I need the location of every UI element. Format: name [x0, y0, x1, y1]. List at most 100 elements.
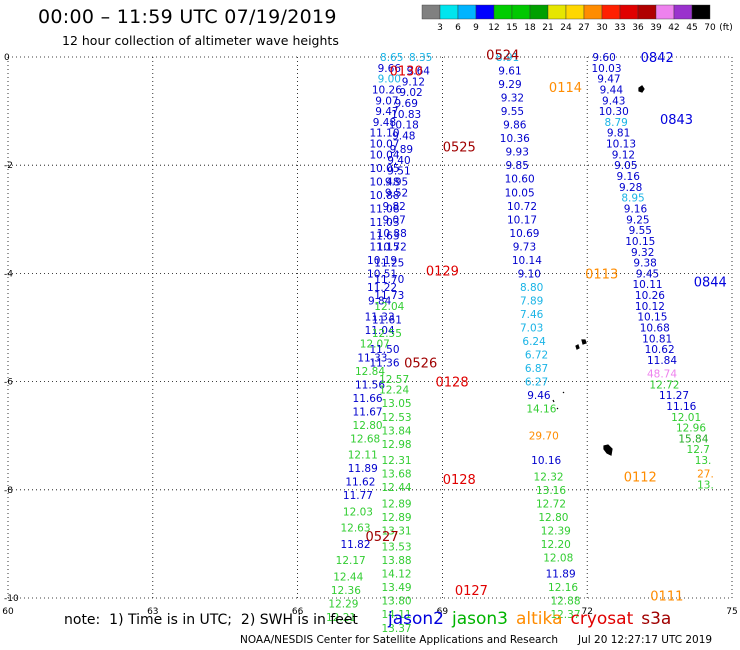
wave-height-value: 10.51: [367, 268, 397, 280]
colorbar-label: 9: [473, 23, 479, 33]
wave-height-value: 10.15: [637, 312, 667, 324]
track-label: 0127: [455, 584, 488, 599]
wave-height-value: 9.43: [602, 95, 625, 107]
colorbar-swatch: [583, 4, 603, 20]
wave-height-value: 9.12: [402, 76, 425, 88]
track-label: 0526: [404, 357, 437, 372]
wave-height-value: 9.51: [387, 166, 410, 178]
wave-height-value: 10.72: [377, 241, 407, 253]
wave-height-value: 11.08: [369, 203, 399, 215]
y-tick-label: -10: [4, 594, 19, 604]
wave-height-value: 11.50: [369, 344, 399, 356]
wave-height-value: 10.30: [599, 106, 629, 118]
x-tick-label: 72: [581, 607, 592, 617]
wave-height-value: 10.48: [369, 176, 399, 188]
colorbar-label: 36: [632, 23, 644, 33]
wave-height-value: 10.69: [509, 228, 539, 240]
wave-height-value: 11.61: [372, 314, 402, 326]
colorbar-swatch: [637, 4, 657, 20]
track-label: 0525: [443, 140, 476, 155]
wave-height-value: 11.56: [355, 379, 385, 391]
wave-height-value: 11.33: [365, 312, 395, 324]
wave-height-value: 48.74: [647, 368, 677, 380]
wave-height-value: 9.38: [633, 258, 656, 270]
wave-height-value: 9.81: [607, 128, 630, 140]
wave-height-value: 12.16: [548, 582, 578, 594]
x-tick-label: 66: [292, 607, 304, 617]
track-label: 0527: [366, 530, 399, 545]
x-tick-label: 75: [726, 607, 737, 617]
wave-height-value: 11.27: [659, 390, 689, 402]
legend-entry: s3a: [641, 609, 672, 629]
wave-height-value: 13.: [697, 479, 714, 491]
wave-height-value: 12.44: [382, 482, 412, 494]
colorbar-swatch: [493, 4, 513, 20]
wave-height-value: 9.47: [375, 106, 398, 118]
x-tick-label: 69: [437, 607, 449, 617]
wave-height-value: 12.21: [326, 612, 356, 624]
wave-height-value: 11.15: [369, 241, 399, 253]
wave-height-value: 11.36: [369, 358, 399, 370]
colorbar-legend: 3 6 9 12 15 18 21 24 27 30 33 36 39 42 45 70 (ft): [421, 4, 733, 33]
wave-height-value: 9.84: [368, 295, 392, 307]
track-label: 0842: [641, 51, 674, 66]
wave-height-value: 10.18: [389, 120, 419, 132]
wave-height-value: 13.37: [382, 623, 412, 635]
credits-footer: NOAA/NESDIS Center for Satellite Applica…: [240, 634, 713, 646]
wave-height-value: 11.25: [374, 258, 404, 270]
track-label: 0111: [650, 589, 683, 604]
wave-height-value: 9.10: [518, 268, 541, 280]
wave-height-value: 12.68: [350, 433, 380, 445]
wave-height-value: 9.16: [624, 203, 648, 215]
wave-height-value: 14.16: [526, 404, 556, 416]
wave-height-value: 9.55: [629, 225, 652, 237]
wave-height-value: 10.03: [591, 63, 621, 75]
wave-height-value: 9.00: [378, 74, 401, 86]
wave-height-value: 10.04: [369, 149, 399, 161]
track-label: 0130: [390, 65, 423, 80]
wave-height-value: 27.: [697, 469, 714, 481]
units-note: note: 1) Time is in UTC; 2) SWH is in fe…: [64, 612, 358, 628]
track-labels: 0524 0130 0114 0842 0843 0525 0129 0113 0844 0526…: [366, 48, 727, 604]
wave-height-value: 12.04: [374, 301, 404, 313]
track-label: 0113: [585, 267, 618, 282]
island-outlines: [552, 85, 645, 456]
wave-height-value: 12.20: [541, 539, 571, 551]
wave-height-value: 11.82: [340, 539, 370, 551]
wave-height-value: 13.80: [382, 596, 412, 608]
map-title: 00:00 – 11:59 UTC 07/19/2019: [38, 6, 337, 28]
wave-height-value: 12.36: [331, 585, 361, 597]
wave-height-value: 10.19: [367, 255, 397, 267]
wave-height-value: 9.25: [626, 214, 649, 226]
wave-height-value: 9.45: [636, 268, 659, 280]
colorbar-label: 18: [524, 23, 536, 33]
colorbar-label: 12: [488, 23, 499, 33]
wave-height-value: 9.73: [513, 241, 536, 253]
wave-height-value: 11.10: [369, 128, 399, 140]
wave-height-value: 12.7: [687, 444, 710, 456]
map-grid: [7, 56, 733, 599]
wave-height-value: 8.65: [380, 52, 403, 64]
wave-height-value: 12.84: [355, 366, 385, 378]
colorbar-label: 21: [542, 23, 553, 33]
wave-height-value: 10.88: [377, 228, 407, 240]
colorbar-swatch: [457, 4, 477, 20]
wave-height-value: 8.95: [621, 193, 644, 205]
wave-height-value: 10.62: [645, 344, 675, 356]
wave-height-value: 9.47: [597, 74, 620, 86]
wave-height-value: 9.16: [617, 171, 641, 183]
wave-height-value: 11.77: [343, 490, 373, 502]
wave-height-value: 8.79: [604, 117, 627, 129]
colorbar-label: 33: [614, 23, 625, 33]
wave-height-value: 9.64: [407, 66, 431, 78]
wave-height-value: 11.66: [353, 393, 383, 405]
wave-height-value: 12.07: [360, 339, 390, 351]
wave-height-value: 11.62: [345, 477, 375, 489]
y-tick-label: -8: [4, 486, 13, 496]
colorbar-swatch: [475, 4, 495, 20]
colorbar-label: 15: [506, 23, 517, 33]
wave-height-value: 12.89: [382, 512, 412, 524]
wave-height-value: 12.01: [671, 412, 701, 424]
wave-height-value: 10.88: [369, 190, 399, 202]
y-tick-label: 0: [4, 53, 10, 63]
